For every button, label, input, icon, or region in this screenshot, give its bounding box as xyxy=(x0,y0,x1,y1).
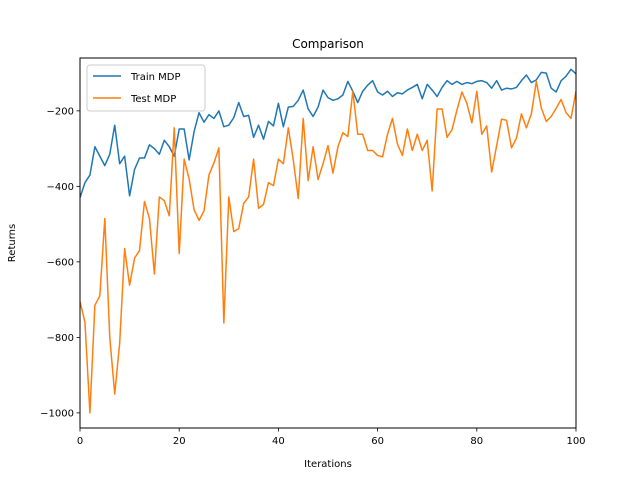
x-tick-label: 60 xyxy=(371,436,384,447)
x-axis: 0 20 40 60 80 100 xyxy=(77,428,586,447)
y-tick-label: −400 xyxy=(47,182,74,193)
x-tick-label: 100 xyxy=(566,436,585,447)
y-axis: −1000 −800 −600 −400 −200 xyxy=(40,106,80,419)
legend-label-1: Train MDP xyxy=(130,72,181,83)
x-tick-label: 0 xyxy=(77,436,83,447)
legend: Train MDP Test MDP xyxy=(86,64,206,112)
x-tick-label: 20 xyxy=(173,436,186,447)
y-tick-label: −200 xyxy=(47,106,74,117)
legend-label-2: Test MDP xyxy=(130,94,176,105)
x-axis-label: Iterations xyxy=(304,459,352,470)
series-line-2 xyxy=(80,80,576,414)
plot-area xyxy=(80,68,576,414)
y-tick-label: −1000 xyxy=(40,408,74,419)
y-tick-label: −600 xyxy=(47,257,74,268)
x-tick-label: 40 xyxy=(272,436,285,447)
y-tick-label: −800 xyxy=(47,333,74,344)
series-line-1 xyxy=(80,68,576,198)
chart-title: Comparison xyxy=(292,37,364,51)
y-axis-label: Returns xyxy=(7,224,18,262)
x-tick-label: 80 xyxy=(470,436,483,447)
axes-frame xyxy=(79,57,577,429)
